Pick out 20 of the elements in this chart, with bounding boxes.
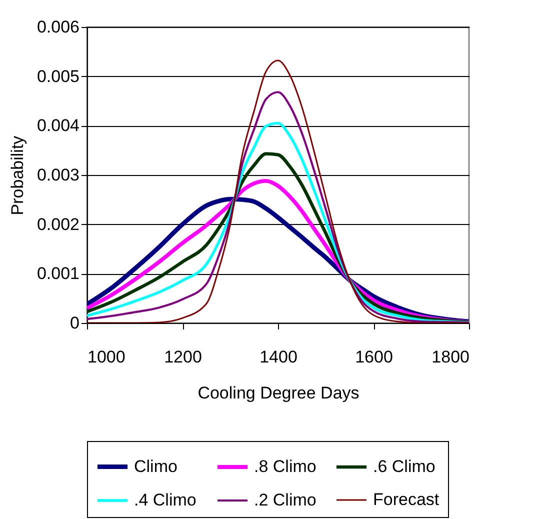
x-tick-label: 1000: [88, 348, 126, 366]
y-tick-label: 0.006: [36, 18, 80, 36]
x-axis-title: Cooling Degree Days: [198, 384, 360, 402]
y-tick-label: 0.004: [36, 116, 80, 136]
y-tick-label: 0.001: [36, 264, 80, 284]
legend-label: .4 Climo: [134, 490, 196, 510]
y-tick-label: 0.005: [36, 66, 80, 86]
legend-label: Climo: [134, 456, 178, 476]
x-tick-label: 1800: [432, 348, 470, 366]
y-axis-title: Probability: [8, 135, 27, 216]
legend-label: .2 Climo: [254, 490, 316, 510]
y-tick-label: 0: [70, 314, 80, 332]
x-tick-label: 1400: [260, 348, 298, 366]
legend-label: Forecast: [373, 490, 440, 509]
legend-label: .6 Climo: [373, 457, 436, 476]
y-tick-label: 0.002: [36, 214, 80, 234]
legend-label: .8 Climo: [254, 457, 316, 476]
x-tick-label: 1600: [355, 348, 393, 366]
x-tick-label: 1200: [164, 348, 202, 366]
y-tick-label: 0.003: [36, 166, 80, 184]
